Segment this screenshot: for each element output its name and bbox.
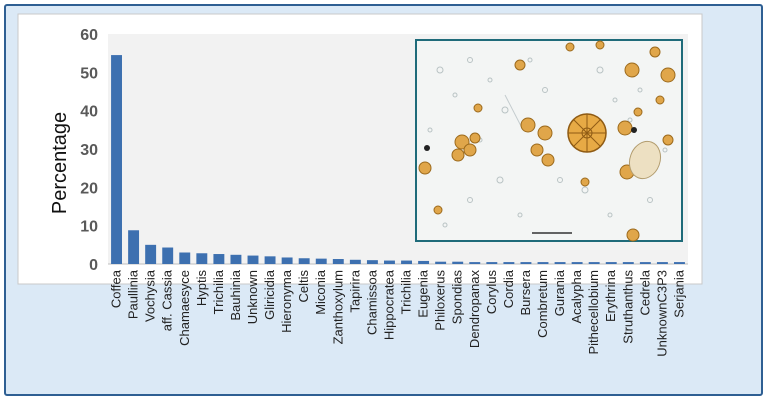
- bar-erythrina: [605, 262, 617, 264]
- x-axis-category-labels: Coffea Paullinia Vochysia aff. Cassia Chamae…: [109, 269, 687, 356]
- bar-paullinia: [128, 230, 140, 264]
- y-tick-label: 30: [80, 142, 98, 159]
- y-tick-label: 20: [80, 180, 98, 197]
- bar-unknown: [247, 255, 259, 264]
- x-category-label: Hieronyma: [279, 269, 294, 333]
- x-category-label: Spondias: [450, 270, 465, 325]
- bar-hyptis: [196, 253, 208, 264]
- bar-corylus: [486, 262, 498, 264]
- x-category-label: Zanthoxylum: [330, 270, 345, 344]
- x-category-label: Paullinia: [126, 269, 141, 319]
- x-category-label: Erythrina: [603, 269, 618, 322]
- pollen-micrograph-inset: [415, 39, 683, 242]
- x-category-label: Tapirira: [347, 269, 362, 312]
- x-category-label: Bauhinia: [228, 269, 243, 320]
- x-category-label: Pithecellobium: [586, 270, 601, 355]
- pale-pollen-grain: [628, 140, 662, 180]
- bars: [111, 55, 685, 265]
- bar-tapirira: [349, 259, 361, 264]
- x-category-label: Chamissoa: [364, 269, 379, 335]
- bar-philoxerus: [435, 261, 447, 264]
- x-category-label: Coffea: [109, 269, 124, 308]
- bar-trichilia: [401, 260, 412, 264]
- debris-fiber: [504, 94, 523, 129]
- x-category-label: Struthanthus: [620, 270, 635, 344]
- bar-gurania: [554, 262, 566, 264]
- bar-struthanthus: [622, 262, 634, 264]
- x-category-label: Trichilia: [211, 269, 226, 314]
- bar-pithecellobium: [588, 262, 600, 264]
- x-category-label: Vochysia: [143, 269, 158, 322]
- dark-particle: [424, 145, 430, 151]
- bar-cedrela: [639, 262, 651, 264]
- bar-hieronyma: [281, 257, 293, 264]
- bar-zanthoxylum: [332, 259, 344, 264]
- x-category-label: Corylus: [484, 270, 499, 315]
- bar-acalypha: [571, 262, 583, 264]
- bar-eugenia: [418, 260, 430, 264]
- bar-celtis: [298, 258, 310, 264]
- y-tick-label: 10: [80, 219, 98, 236]
- x-category-label: aff. Cassia: [160, 269, 175, 331]
- bar-chamissoa: [366, 260, 378, 264]
- x-category-label: Unknown: [245, 270, 260, 324]
- pollen-grains-small: [418, 40, 676, 242]
- bar-chamaesyce: [179, 252, 191, 264]
- bar-dendropanax: [469, 262, 481, 264]
- y-axis-label: Percentage: [49, 112, 71, 214]
- x-category-label: Gurania: [552, 269, 567, 316]
- bar-combretum: [537, 262, 549, 264]
- x-category-label: Chamaesyce: [177, 270, 192, 346]
- bar-miconia: [315, 258, 327, 264]
- bar-bauhinia: [230, 254, 242, 264]
- x-category-label: Philoxerus: [433, 270, 448, 331]
- x-category-label: Serjania: [671, 269, 686, 317]
- x-category-label: Combretum: [535, 270, 550, 338]
- x-category-label: Hyptis: [194, 270, 209, 307]
- x-category-label: Eugenia: [416, 269, 431, 317]
- bar-aff-cassia: [162, 247, 174, 264]
- bar-unknownc3p3: [656, 262, 668, 264]
- bar-trichilia: [213, 254, 225, 264]
- bar-cordia: [503, 262, 515, 264]
- x-category-label: Celtis: [296, 270, 311, 303]
- x-category-label: Dendropanax: [467, 270, 482, 349]
- bar-serjania: [674, 262, 685, 264]
- x-category-label: Cordia: [501, 269, 516, 308]
- bar-gliricidia: [264, 256, 276, 264]
- x-category-label: Gliricidia: [262, 269, 277, 320]
- y-tick-label: 0: [89, 257, 98, 274]
- debris-speckles: [427, 57, 668, 228]
- x-category-label: Hippocratea: [381, 269, 396, 340]
- dark-particle: [631, 127, 637, 133]
- y-tick-label: 50: [80, 65, 98, 82]
- y-tick-label: 60: [80, 27, 98, 44]
- x-category-label: Miconia: [313, 269, 328, 315]
- bar-bursera: [520, 262, 532, 264]
- x-category-label: Bursera: [518, 269, 533, 315]
- bar-spondias: [452, 261, 464, 264]
- x-category-label: Acalypha: [569, 269, 584, 323]
- x-category-label: Cedrela: [637, 269, 652, 315]
- y-tick-label: 40: [80, 104, 98, 121]
- x-category-label: UnknownC3P3: [654, 270, 669, 357]
- pollen-grain-large: [567, 113, 607, 153]
- bar-hippocratea: [384, 260, 395, 264]
- bar-coffea: [111, 55, 122, 265]
- bar-vochysia: [145, 244, 157, 264]
- x-category-label: Trichilia: [399, 269, 414, 314]
